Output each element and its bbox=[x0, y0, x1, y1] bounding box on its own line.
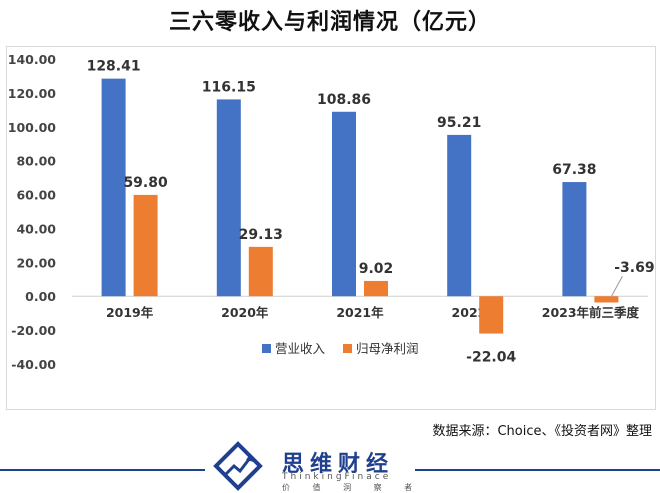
data-label: -22.04 bbox=[466, 350, 516, 366]
data-label: 67.38 bbox=[552, 162, 596, 178]
y-tick-label: 20.00 bbox=[16, 255, 56, 270]
logo-english: ThinkingFinace bbox=[282, 472, 392, 482]
bar-profit bbox=[248, 246, 273, 297]
data-label: 95.21 bbox=[437, 115, 481, 131]
bar-revenue bbox=[216, 99, 241, 297]
y-tick-label: -20.00 bbox=[11, 323, 56, 338]
logo-name: 思维财经 bbox=[282, 452, 395, 477]
y-tick-label: 60.00 bbox=[16, 188, 56, 203]
data-label: 116.15 bbox=[202, 79, 256, 95]
y-tick-label: 140.00 bbox=[8, 52, 57, 67]
y-tick-label: 120.00 bbox=[8, 86, 57, 101]
x-tick-label: 2020年 bbox=[221, 305, 269, 320]
y-tick-label: 0.00 bbox=[25, 289, 56, 304]
chart-title: 三六零收入与利润情况（亿元） bbox=[168, 10, 491, 35]
logo-line-right bbox=[415, 469, 660, 471]
data-label: 128.41 bbox=[87, 59, 141, 75]
y-tick-label: 100.00 bbox=[8, 120, 57, 135]
data-label: 9.02 bbox=[359, 261, 394, 277]
legend-label: 营业收入 bbox=[275, 341, 326, 356]
bar-chart: -40.00 -20.00 0.00 20.00 40.00 60.00 80.00 100.… bbox=[8, 52, 655, 372]
x-tick-label: 2023年前三季度 bbox=[542, 305, 640, 320]
bar-profit bbox=[479, 296, 504, 334]
bar-revenue bbox=[562, 182, 587, 297]
data-label-leader bbox=[609, 275, 623, 299]
data-label: 59.80 bbox=[123, 175, 168, 191]
logo-line-left bbox=[0, 469, 205, 471]
y-tick-label: -40.00 bbox=[11, 357, 56, 372]
y-tick-label: 40.00 bbox=[16, 221, 56, 236]
x-tick-label: 2019年 bbox=[106, 305, 154, 320]
logo-mark bbox=[0, 441, 660, 491]
bar-profit bbox=[594, 296, 619, 303]
logo-emblem-icon bbox=[213, 441, 263, 491]
bar-profit bbox=[364, 280, 388, 297]
bar-revenue bbox=[101, 78, 126, 297]
data-label: 108.86 bbox=[317, 92, 371, 108]
legend-label: 归母净利润 bbox=[356, 341, 419, 356]
y-tick-label: 80.00 bbox=[16, 154, 56, 169]
bar-revenue bbox=[332, 111, 356, 297]
bar-revenue bbox=[447, 134, 472, 297]
bar-profit bbox=[133, 194, 158, 297]
data-label: -3.69 bbox=[614, 260, 654, 276]
logo-tagline: 价 值 洞 察 者 bbox=[282, 483, 423, 492]
legend-swatch bbox=[262, 344, 271, 353]
source-note: 数据来源：Choice、《投资者网》整理 bbox=[432, 424, 652, 439]
legend-swatch bbox=[343, 344, 352, 353]
data-label: 29.13 bbox=[239, 227, 283, 243]
x-tick-label: 2021年 bbox=[336, 305, 384, 320]
